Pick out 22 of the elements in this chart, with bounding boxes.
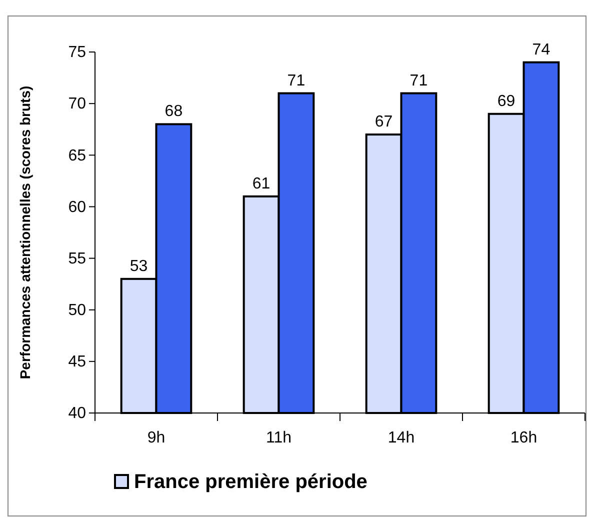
data-label: 69 xyxy=(497,92,516,110)
data-label: 68 xyxy=(164,103,183,120)
data-label: 61 xyxy=(252,175,270,192)
y-tick-label: 55 xyxy=(68,250,86,268)
y-tick-label: 70 xyxy=(68,96,86,113)
y-tick-label: 40 xyxy=(68,405,86,422)
x-tick-label: 16h xyxy=(510,429,538,446)
x-tick-label: 11h xyxy=(266,429,292,446)
y-axis-title: Performances attentionnelles (scores bruts) xyxy=(17,86,33,380)
x-tick-label: 14h xyxy=(388,429,415,446)
legend-label: France première période xyxy=(134,471,368,493)
data-label: 71 xyxy=(287,72,306,90)
data-label: 74 xyxy=(532,41,550,58)
data-label: 53 xyxy=(130,258,148,275)
y-tick-label: 45 xyxy=(68,354,86,371)
y-tick-label: 75 xyxy=(68,44,86,62)
y-tick-label: 65 xyxy=(68,147,86,164)
y-tick-label: 50 xyxy=(68,302,86,319)
x-tick-label: 9h xyxy=(147,429,166,446)
data-label: 67 xyxy=(374,114,393,131)
data-label: 71 xyxy=(410,72,428,90)
y-tick-label: 60 xyxy=(68,198,86,216)
